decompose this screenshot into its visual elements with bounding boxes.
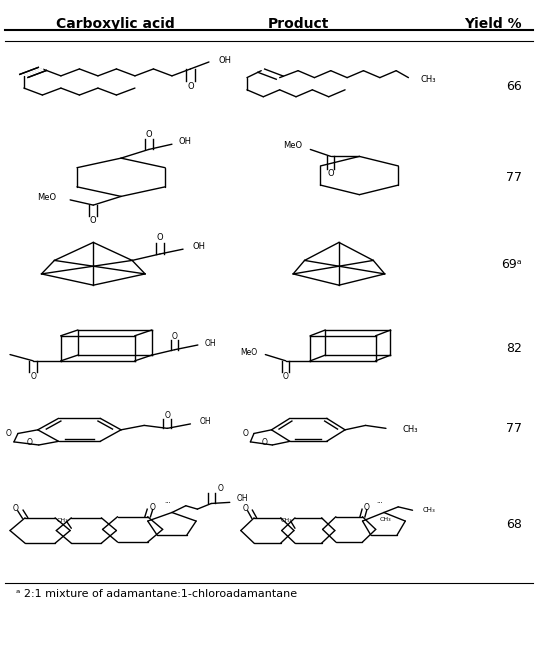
Text: O: O: [145, 130, 152, 139]
Text: CH₃: CH₃: [421, 75, 436, 84]
Text: Yield %: Yield %: [464, 17, 522, 31]
Text: CH₃: CH₃: [379, 517, 391, 522]
Text: 66: 66: [506, 80, 522, 93]
Text: CH₃: CH₃: [402, 425, 418, 434]
Text: O: O: [30, 372, 36, 381]
Text: 77: 77: [506, 422, 522, 435]
Text: ᵃ 2:1 mixture of adamantane:1-chloroadamantane: ᵃ 2:1 mixture of adamantane:1-chloroadam…: [16, 589, 298, 599]
Text: O: O: [328, 169, 334, 179]
Text: Carboxylic acid: Carboxylic acid: [56, 17, 175, 31]
Text: MeO: MeO: [283, 142, 302, 150]
Text: ...: ...: [164, 498, 171, 504]
Text: O: O: [187, 82, 194, 91]
Text: O: O: [13, 504, 19, 513]
Text: O: O: [364, 503, 370, 512]
Text: Product: Product: [268, 17, 329, 31]
Text: O: O: [243, 504, 249, 513]
Text: 77: 77: [506, 171, 522, 184]
Text: O: O: [172, 332, 178, 341]
Text: MeO: MeO: [37, 193, 56, 202]
Text: OH: OH: [237, 494, 249, 503]
Text: OH: OH: [192, 243, 206, 251]
Text: CH₃: CH₃: [423, 507, 435, 513]
Text: O: O: [243, 429, 249, 438]
Text: CH₃: CH₃: [56, 518, 68, 523]
Text: ...: ...: [377, 498, 383, 504]
Text: O: O: [217, 484, 223, 494]
Text: O: O: [150, 503, 155, 512]
Text: OH: OH: [179, 137, 192, 146]
Text: OH: OH: [200, 417, 211, 426]
Text: O: O: [26, 438, 32, 447]
Text: O: O: [283, 372, 289, 381]
Text: O: O: [157, 233, 163, 243]
Text: MeO: MeO: [0, 348, 1, 357]
Text: 69ᵃ: 69ᵃ: [501, 258, 522, 272]
Text: 68: 68: [506, 519, 522, 531]
Text: O: O: [261, 438, 267, 447]
Text: O: O: [165, 411, 170, 420]
Text: CH₃: CH₃: [281, 518, 293, 523]
Text: O: O: [90, 216, 97, 225]
Text: OH: OH: [218, 56, 231, 65]
Text: O: O: [6, 429, 12, 438]
Text: OH: OH: [205, 339, 216, 348]
Text: MeO: MeO: [240, 348, 257, 357]
Text: 82: 82: [506, 342, 522, 355]
